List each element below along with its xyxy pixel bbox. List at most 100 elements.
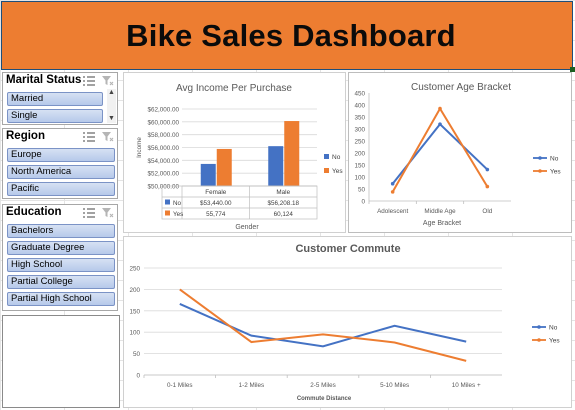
point-no	[390, 181, 395, 186]
table-row-label: Yes	[173, 211, 183, 218]
commute-chart-svg: Customer Commute 0 50 100 150 200 250 0-1 Miles…	[129, 243, 560, 402]
legend-marker	[538, 169, 542, 173]
x-tick-label: Adolescent	[377, 208, 408, 215]
x-tick-label: 0-1 Miles	[167, 382, 193, 389]
y-tick-label: $62,000.00	[147, 107, 179, 114]
y-tick-label: 400	[354, 103, 365, 110]
slicer-title: Region	[6, 130, 45, 142]
point-no	[485, 167, 490, 172]
legend-key-no	[324, 154, 329, 159]
table-cell: $56,208.18	[267, 200, 299, 207]
x-axis-title: Gender	[235, 224, 259, 231]
data-table-frame	[161, 185, 318, 220]
clear-filter-icon[interactable]	[102, 208, 114, 218]
table-cell: 60,124	[274, 211, 294, 218]
slicer-title: Education	[6, 206, 62, 218]
legend-marker	[538, 156, 542, 160]
y-tick-label: 50	[358, 187, 366, 194]
x-axis-title: Commute Distance	[297, 396, 352, 402]
y-tick-label: 300	[354, 127, 365, 134]
y-tick-label: 50	[133, 351, 141, 358]
chart-title: Customer Age Bracket	[411, 82, 511, 93]
y-tick-label: $54,000.00	[147, 158, 179, 165]
x-axis-title: Age Bracket	[423, 220, 461, 227]
point-yes	[390, 190, 395, 194]
slicer-marital-status: Marital Status Married Single ▲ ▼	[2, 72, 118, 125]
slicer-item-high-school[interactable]: High School	[7, 258, 115, 272]
slicer-item-married[interactable]: Married	[7, 92, 103, 106]
y-tick-label: 450	[354, 91, 365, 98]
slicer-region: Region Europe North America Pacific	[2, 128, 118, 199]
x-tick-label: 1-2 Miles	[239, 382, 265, 389]
multi-select-icon[interactable]	[83, 208, 95, 218]
income-chart[interactable]: Avg Income Per Purchase $50,000.00 $52,000…	[123, 72, 346, 233]
table-row-label: No	[173, 200, 182, 207]
clear-filter-icon[interactable]	[102, 76, 114, 86]
slicer-item-partial-high-school[interactable]: Partial High School	[7, 292, 115, 306]
multi-select-icon[interactable]	[83, 132, 95, 142]
legend-label: No	[332, 154, 341, 161]
y-tick-label: $50,000.00	[147, 184, 179, 191]
legend-label: Yes	[549, 338, 560, 345]
x-tick-label: 5-10 Miles	[380, 382, 409, 389]
legend-marker	[537, 325, 541, 329]
slicer-header: Region	[3, 129, 117, 146]
clear-filter-icon[interactable]	[102, 132, 114, 142]
x-tick-label: Female	[205, 189, 226, 196]
selection-handle[interactable]	[570, 67, 575, 72]
slicer-item-single[interactable]: Single	[7, 109, 103, 123]
bar-no-female	[200, 163, 216, 186]
slicer-item-pacific[interactable]: Pacific	[7, 182, 115, 196]
series-line-no	[391, 122, 489, 185]
y-tick-label: 350	[354, 115, 365, 122]
slicer-scrollbar[interactable]: ▲ ▼	[107, 89, 116, 123]
point-yes	[438, 106, 442, 111]
y-tick-label: $52,000.00	[147, 171, 179, 178]
legend-label: No	[550, 156, 559, 163]
y-tick-label: 250	[354, 139, 365, 146]
y-tick-label: $56,000.00	[147, 145, 179, 152]
chart-title: Avg Income Per Purchase	[176, 83, 292, 94]
x-tick-label: 2-5 Miles	[310, 382, 336, 389]
slicer-title: Marital Status	[6, 74, 82, 86]
table-cell: $53,440.00	[200, 200, 232, 207]
empty-panel	[2, 315, 120, 408]
legend-key-yes	[324, 168, 329, 173]
point-no	[438, 122, 442, 126]
y-axis-title: Income	[136, 137, 143, 158]
age-chart[interactable]: Customer Age Bracket 0 50 100 150 200 250 300 35…	[348, 72, 572, 233]
legend-label: No	[549, 325, 558, 332]
bar-yes-female	[216, 148, 232, 186]
y-tick-label: 0	[136, 373, 140, 380]
multi-select-icon[interactable]	[83, 76, 95, 86]
y-tick-label: 100	[129, 330, 140, 337]
table-legend-key	[165, 210, 170, 216]
age-chart-svg: Customer Age Bracket 0 50 100 150 200 250 300 35…	[354, 82, 561, 227]
legend-label: Yes	[550, 169, 561, 176]
point-yes	[485, 184, 490, 189]
dashboard-banner: Bike Sales Dashboard	[1, 1, 575, 72]
scroll-down-icon[interactable]: ▼	[108, 115, 115, 122]
slicer-item-north-america[interactable]: North America	[7, 165, 115, 179]
x-tick-label: Middle Age	[424, 208, 456, 215]
y-tick-label: 100	[354, 175, 365, 182]
scroll-up-icon[interactable]: ▲	[108, 89, 115, 96]
slicer-header: Marital Status	[3, 73, 117, 90]
dashboard-title: Bike Sales Dashboard	[126, 17, 456, 53]
series-line-yes	[179, 288, 467, 362]
x-tick-label: 10 Miles +	[452, 382, 481, 389]
slicer-item-partial-college[interactable]: Partial College	[7, 275, 115, 289]
series-line-no	[179, 303, 467, 348]
slicer-item-europe[interactable]: Europe	[7, 148, 115, 162]
chart-title: Customer Commute	[295, 243, 400, 255]
slicer-item-bachelors[interactable]: Bachelors	[7, 224, 115, 238]
y-tick-label: $58,000.00	[147, 132, 179, 139]
y-tick-label: 200	[129, 287, 140, 294]
slicer-item-graduate-degree[interactable]: Graduate Degree	[7, 241, 115, 255]
x-tick-label: Male	[276, 189, 290, 196]
slicer-education: Education Bachelors Graduate Degree High…	[2, 204, 118, 311]
y-tick-label: 200	[354, 151, 365, 158]
commute-chart[interactable]: Customer Commute 0 50 100 150 200 250 0-1 Miles…	[123, 236, 572, 408]
series-line-yes	[391, 106, 489, 193]
table-legend-key	[165, 199, 170, 205]
